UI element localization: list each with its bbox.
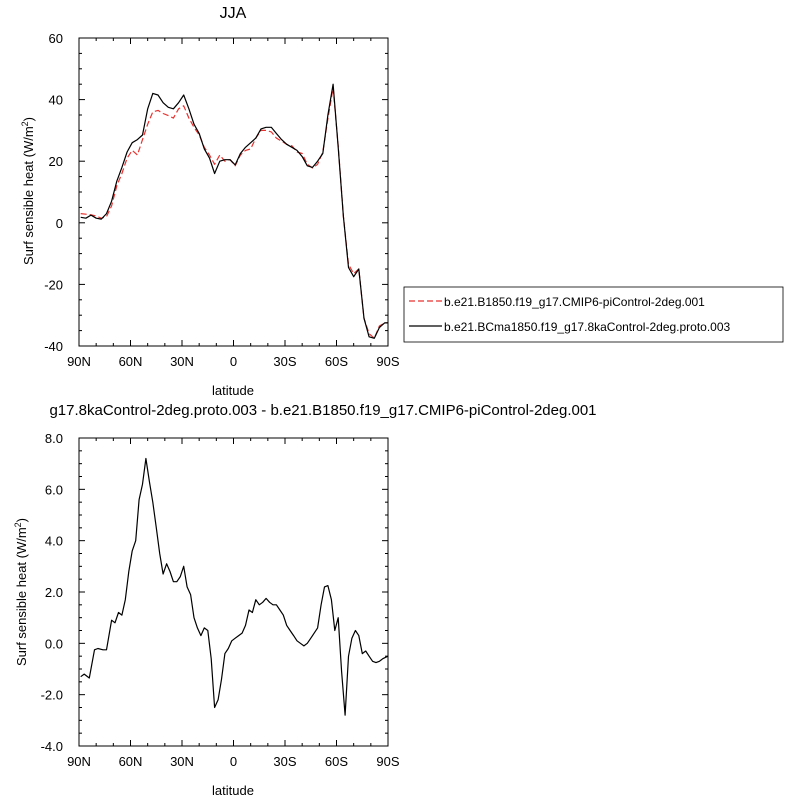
bottom-axes: 90N 60N 30N 0 30S 60S 90S -4.0 -2.0 0.0 2.0 4.0 6.0 8… <box>41 431 400 769</box>
top-x-tick-label: 30S <box>273 354 296 369</box>
legend-box <box>403 286 784 343</box>
top-y-tick-label: 0 <box>56 216 63 231</box>
bottom-panel: g17.8kaControl-2deg.proto.003 - b.e21.B1… <box>13 402 597 798</box>
top-y-tick-label: 20 <box>49 154 63 169</box>
bottom-y-tick-label: -4.0 <box>41 739 63 754</box>
bottom-y-tick-label: -2.0 <box>41 688 63 703</box>
top-x-tick-label: 90S <box>376 354 399 369</box>
top-series-lines <box>80 83 388 339</box>
bottom-x-tick-label: 30S <box>273 754 296 769</box>
top-y-tick-label: 60 <box>49 31 63 46</box>
legend-entry-series-2: b.e21.BCma1850.f19_g17.8kaControl-2deg.p… <box>444 320 731 334</box>
bottom-y-tick-label: 2.0 <box>45 585 63 600</box>
top-y-axis-label: Surf sensible heat (W/m2) <box>20 117 36 265</box>
top-series-line-2 <box>80 83 388 339</box>
bottom-series-lines <box>80 457 389 716</box>
top-y-tick-label: -40 <box>44 339 63 354</box>
bottom-y-tick-label: 8.0 <box>45 431 63 446</box>
bottom-y-tick-label: 0.0 <box>45 636 63 651</box>
top-y-tick-label: 40 <box>49 93 63 108</box>
top-x-axis-label: latitude <box>212 383 254 398</box>
top-chart-title: JJA <box>220 5 247 22</box>
bottom-y-tick-label: 6.0 <box>45 482 63 497</box>
top-series-line-1 <box>80 87 388 339</box>
bottom-x-tick-label: 90N <box>67 754 91 769</box>
bottom-x-tick-label: 60N <box>119 754 143 769</box>
bottom-x-tick-label: 60S <box>325 754 348 769</box>
bottom-y-axis-label: Surf sensible heat (W/m2) <box>13 518 29 666</box>
top-panel: JJA 90N 60N 30N 0 30S 60S 90S -40 -20 0 20 40 60 lat… <box>20 5 400 398</box>
top-axes: 90N 60N 30N 0 30S 60S 90S -40 -20 0 20 40 60 <box>44 31 400 369</box>
legend: b.e21.B1850.f19_g17.CMIP6-piControl-2deg… <box>403 286 784 343</box>
top-x-tick-label: 0 <box>230 354 237 369</box>
top-x-tick-label: 90N <box>67 354 91 369</box>
bottom-y-tick-label: 4.0 <box>45 534 63 549</box>
bottom-x-tick-label: 30N <box>170 754 194 769</box>
top-y-tick-label: -20 <box>44 277 63 292</box>
top-x-tick-label: 60S <box>325 354 348 369</box>
top-x-tick-label: 30N <box>170 354 194 369</box>
top-x-tick-label: 60N <box>119 354 143 369</box>
legend-entry-series-1: b.e21.B1850.f19_g17.CMIP6-piControl-2deg… <box>444 295 705 309</box>
bottom-plot-frame <box>78 437 389 747</box>
bottom-x-tick-label: 90S <box>376 754 399 769</box>
bottom-x-tick-label: 0 <box>230 754 237 769</box>
bottom-chart-title: g17.8kaControl-2deg.proto.003 - b.e21.B1… <box>49 402 596 419</box>
bottom-x-axis-label: latitude <box>212 783 254 798</box>
bottom-series-line-1 <box>80 457 389 716</box>
